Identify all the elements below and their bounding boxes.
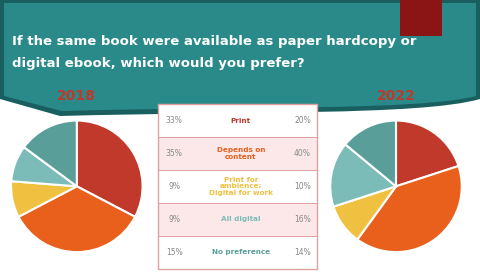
Text: Print for
ambience;
Digital for work: Print for ambience; Digital for work <box>209 176 273 196</box>
Text: All digital: All digital <box>221 216 261 222</box>
Wedge shape <box>11 181 77 217</box>
Text: 15%: 15% <box>166 248 182 256</box>
Text: No preference: No preference <box>212 249 270 255</box>
Wedge shape <box>345 121 396 186</box>
Title: 2022: 2022 <box>377 89 415 103</box>
FancyBboxPatch shape <box>158 203 317 236</box>
Text: 20%: 20% <box>294 116 311 125</box>
Wedge shape <box>396 121 458 186</box>
FancyBboxPatch shape <box>158 170 317 203</box>
PathPatch shape <box>0 0 480 116</box>
FancyBboxPatch shape <box>400 0 442 36</box>
FancyBboxPatch shape <box>158 236 317 269</box>
Text: 14%: 14% <box>294 248 311 256</box>
Text: Depends on
content: Depends on content <box>216 147 265 160</box>
Text: 40%: 40% <box>294 149 311 158</box>
Text: 10%: 10% <box>294 182 311 191</box>
Text: If the same book were available as paper hardcopy or: If the same book were available as paper… <box>12 36 417 48</box>
FancyBboxPatch shape <box>158 137 317 170</box>
Wedge shape <box>19 186 135 252</box>
Text: Print: Print <box>231 118 251 124</box>
Text: digital ebook, which would you prefer?: digital ebook, which would you prefer? <box>12 58 305 70</box>
Title: 2018: 2018 <box>58 89 96 103</box>
Text: 35%: 35% <box>166 149 183 158</box>
Text: 33%: 33% <box>166 116 183 125</box>
Wedge shape <box>24 121 77 186</box>
Wedge shape <box>330 144 396 207</box>
PathPatch shape <box>4 3 476 111</box>
Wedge shape <box>11 147 77 186</box>
Wedge shape <box>77 121 143 217</box>
Wedge shape <box>357 166 462 252</box>
Text: 9%: 9% <box>168 215 180 224</box>
FancyBboxPatch shape <box>158 104 317 137</box>
Text: 9%: 9% <box>168 182 180 191</box>
Wedge shape <box>334 186 396 239</box>
Text: 16%: 16% <box>294 215 311 224</box>
